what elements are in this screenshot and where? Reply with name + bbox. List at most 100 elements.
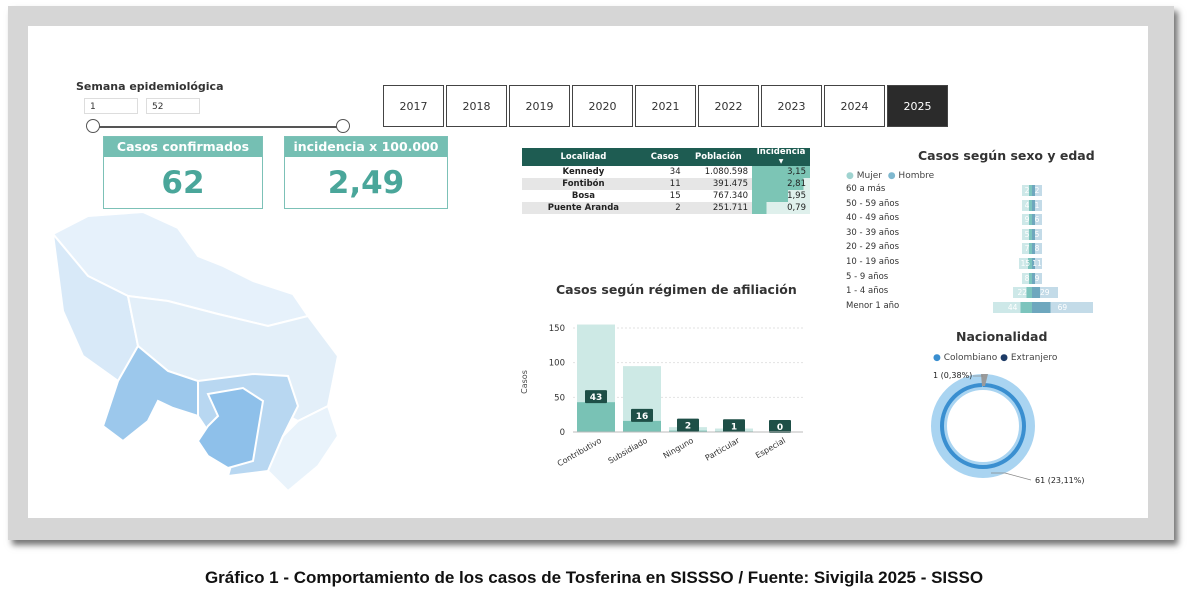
col-header-poblacion[interactable]: Población (684, 148, 753, 166)
cell-incidencia: 2,81 (752, 178, 810, 190)
week-slider-end-handle[interactable] (336, 119, 350, 133)
leader-line (991, 472, 1032, 481)
confirmed-cases-label: Casos confirmados (104, 137, 262, 157)
donut-slice-colombiano[interactable] (940, 383, 1026, 469)
year-button-2017[interactable]: 2017 (383, 85, 444, 127)
year-button-2024[interactable]: 2024 (824, 85, 885, 127)
bar-mujer[interactable]: 44 (993, 301, 1032, 313)
data-label: 2 (685, 422, 691, 432)
col-header-incidencia-text: Incidencia (756, 147, 806, 157)
bar-mujer[interactable]: 2 (1022, 185, 1032, 196)
x-tick-label: Subsidiado (607, 436, 650, 466)
sex-age-legend: ● Mujer ● Hombre (846, 171, 934, 181)
year-button-2018[interactable]: 2018 (446, 85, 507, 127)
legend-extranjero-label: Extranjero (1010, 353, 1058, 363)
data-label-colombiano: 61 (23,11%) (1035, 476, 1084, 485)
map-region-south (266, 404, 340, 493)
legend-mujer-dot: ● (846, 171, 854, 181)
bar-mujer[interactable]: 4 (1022, 199, 1032, 211)
bar-hombre[interactable]: 2 (1032, 185, 1042, 196)
week-slider-start-handle[interactable] (86, 119, 100, 133)
incidence-card: incidencia x 100.000 2,49 (284, 136, 448, 209)
age-group-label: 5 - 9 años (846, 271, 889, 282)
age-group-label: 1 - 4 años (846, 286, 889, 297)
age-group-label: 50 - 59 años (846, 198, 900, 209)
cell-localidad: Fontibón (562, 179, 605, 189)
data-label: 0 (777, 423, 783, 433)
confirmed-cases-card: Casos confirmados 62 (103, 136, 263, 209)
y-tick-label: 150 (549, 324, 565, 334)
bar-mujer[interactable]: 8 (1022, 272, 1032, 284)
locality-table: Localidad Casos Población Incidencia ▼ Ke… (522, 148, 810, 214)
bar-mujer[interactable]: 9 (1022, 214, 1032, 226)
week-start-input[interactable]: 1 (84, 98, 138, 114)
cell-incidencia: 0,79 (752, 202, 810, 214)
age-group-label: 40 - 49 años (846, 213, 900, 224)
sort-desc-icon: ▼ (778, 158, 784, 165)
age-group-label: 30 - 39 años (846, 227, 900, 238)
bar-hombre[interactable]: 69 (1032, 301, 1093, 313)
age-group-label: 10 - 19 años (846, 257, 900, 267)
bar-mujer[interactable]: 5 (1022, 228, 1032, 240)
dashboard-frame: Semana epidemiológica 1 52 2017 2018 2019 2… (8, 6, 1174, 540)
donut-slice-extranjero[interactable] (981, 374, 988, 386)
cell-poblacion: 391.475 (712, 179, 749, 189)
data-label-bg (769, 420, 791, 433)
cell-casos: 15 (669, 191, 681, 201)
locality-row[interactable]: Bosa 15 767.340 1,95 (522, 190, 810, 202)
col-header-casos[interactable]: Casos (644, 148, 685, 166)
donut-ring-outer (931, 374, 1035, 478)
year-button-2020[interactable]: 2020 (572, 85, 633, 127)
bar-mujer[interactable]: 15 (1018, 258, 1032, 269)
bar-hombre[interactable]: 6 (1032, 214, 1042, 226)
cell-poblacion: 767.340 (712, 191, 749, 201)
year-button-2019[interactable]: 2019 (509, 85, 570, 127)
data-label: 1 (731, 422, 737, 432)
cell-incidencia: 1,95 (752, 190, 810, 202)
week-end-input[interactable]: 52 (146, 98, 200, 114)
data-label-bg (723, 419, 745, 433)
bar-hombre[interactable]: 1 (1032, 199, 1042, 211)
nationality-legend: ● Colombiano ● Extranjero (933, 353, 1057, 363)
locality-row[interactable]: Puente Aranda 2 251.711 0,79 (522, 202, 810, 214)
incidence-value: 2,49 (327, 165, 405, 201)
sex-age-chart-title: Casos según sexo y edad (918, 148, 1095, 163)
bar-mujer[interactable]: 7 (1022, 243, 1032, 255)
bar-hombre[interactable]: 5 (1032, 228, 1042, 240)
age-group-label: 60 a más (846, 184, 886, 194)
x-tick-label: Especial (754, 436, 787, 460)
bar-hombre[interactable]: 29 (1032, 287, 1058, 299)
nationality-chart-title: Nacionalidad (956, 329, 1048, 344)
locality-table-header: Localidad Casos Población Incidencia ▼ (522, 148, 810, 166)
bar-cases-subsidiado[interactable] (623, 420, 661, 432)
data-label-bg (585, 390, 607, 404)
year-button-2023[interactable]: 2023 (761, 85, 822, 127)
cell-localidad: Bosa (571, 191, 595, 201)
age-group-label: 20 - 29 años (846, 242, 900, 253)
year-button-2025[interactable]: 2025 (887, 85, 948, 127)
y-tick-label: 50 (554, 393, 565, 403)
year-button-2021[interactable]: 2021 (635, 85, 696, 127)
col-header-incidencia[interactable]: Incidencia ▼ (752, 148, 810, 166)
map-region-fontibon (196, 386, 265, 470)
bar-hombre[interactable]: 11 (1032, 258, 1042, 269)
locality-row[interactable]: Fontibón 11 391.475 2,81 (522, 178, 810, 190)
cell-poblacion: 1.080.598 (704, 167, 749, 177)
bar-cases-contributivo[interactable] (577, 402, 615, 432)
regimen-chart-title: Casos según régimen de afiliación (556, 282, 797, 297)
year-button-2022[interactable]: 2022 (698, 85, 759, 127)
cell-localidad: Kennedy (562, 167, 605, 177)
y-axis-label: Casos (520, 370, 529, 394)
data-label-bg (631, 408, 653, 422)
col-header-localidad[interactable]: Localidad (522, 148, 645, 166)
legend-hombre-label: Hombre (898, 171, 935, 181)
dashboard: Semana epidemiológica 1 52 2017 2018 2019 2… (28, 26, 1148, 518)
bar-mujer[interactable]: 22 (1012, 287, 1032, 299)
x-tick-label: Contributivo (556, 436, 603, 469)
locality-row[interactable]: Kennedy 34 1.080.598 3,15 (522, 166, 810, 178)
data-label-extranjero: 1 (0,38%) (933, 371, 972, 380)
cell-casos: 11 (669, 179, 681, 189)
cell-casos: 34 (669, 167, 681, 177)
bar-hombre[interactable]: 9 (1032, 272, 1042, 284)
bar-hombre[interactable]: 8 (1032, 243, 1042, 255)
